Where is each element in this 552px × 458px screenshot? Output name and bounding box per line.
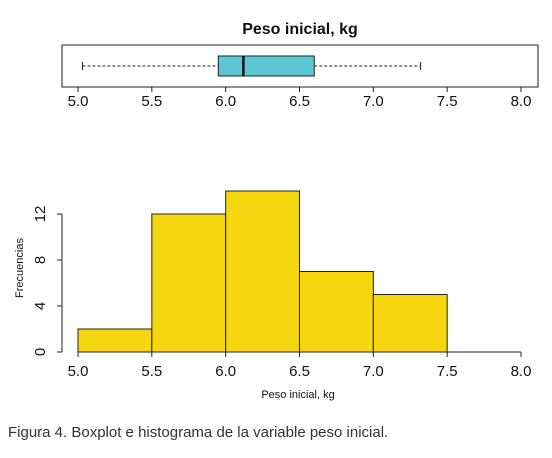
histogram-chart: 5.0 5.5 6.0 6.5 7.0 7.5 8.0 0 4 8 12 Peso inicial… (14, 190, 532, 401)
histogram-bars (77, 190, 448, 353)
boxplot-x-tick-label: 7.5 (437, 93, 458, 110)
histogram-x-tick-label: 8.0 (511, 363, 532, 380)
boxplot-x-tick-label: 6.0 (215, 93, 236, 110)
histogram-y-axis-label: Frecuencias (14, 238, 26, 298)
boxplot-x-tick-label: 5.0 (68, 93, 89, 110)
histogram-bar (372, 294, 448, 353)
histogram-y-tick-label: 0 (32, 348, 49, 356)
iqr-box (217, 55, 315, 77)
boxplot-marks (81, 55, 422, 77)
histogram-y-tick-label: 8 (32, 256, 49, 264)
figure: Peso inicial, kg 5.0 5.5 6.0 6.5 7.0 7.5 8.0 5… (14, 21, 539, 401)
figure-caption: Figura 4. Boxplot e histograma de la var… (8, 424, 389, 441)
histogram-bar (151, 213, 227, 353)
histogram-y-axis: 0 4 8 12 (32, 206, 63, 356)
histogram-x-tick-label: 5.0 (68, 363, 89, 380)
histogram-x-tick-label: 5.5 (141, 363, 162, 380)
boxplot-x-tick-label: 5.5 (141, 93, 162, 110)
histogram-x-tick-label: 6.5 (289, 363, 310, 380)
histogram-bar (225, 190, 301, 353)
histogram-bar (77, 328, 153, 353)
boxplot-title: Peso inicial, kg (242, 21, 358, 38)
boxplot-x-tick-label: 6.5 (289, 93, 310, 110)
histogram-y-tick-label: 4 (32, 302, 49, 310)
boxplot-x-tick-label: 8.0 (511, 93, 532, 110)
boxplot-x-tick-label: 7.0 (363, 93, 384, 110)
histogram-x-axis-label: Peso inicial, kg (261, 389, 334, 401)
boxplot-chart: Peso inicial, kg 5.0 5.5 6.0 6.5 7.0 7.5 8.0 (61, 21, 539, 110)
histogram-x-tick-label: 7.5 (437, 363, 458, 380)
histogram-bar (299, 271, 374, 353)
histogram-x-axis: 5.0 5.5 6.0 6.5 7.0 7.5 8.0 (68, 351, 532, 380)
histogram-x-tick-label: 7.0 (363, 363, 384, 380)
boxplot-x-axis: 5.0 5.5 6.0 6.5 7.0 7.5 8.0 (68, 87, 532, 110)
histogram-x-tick-label: 6.0 (215, 363, 236, 380)
histogram-y-tick-label: 12 (32, 206, 49, 223)
